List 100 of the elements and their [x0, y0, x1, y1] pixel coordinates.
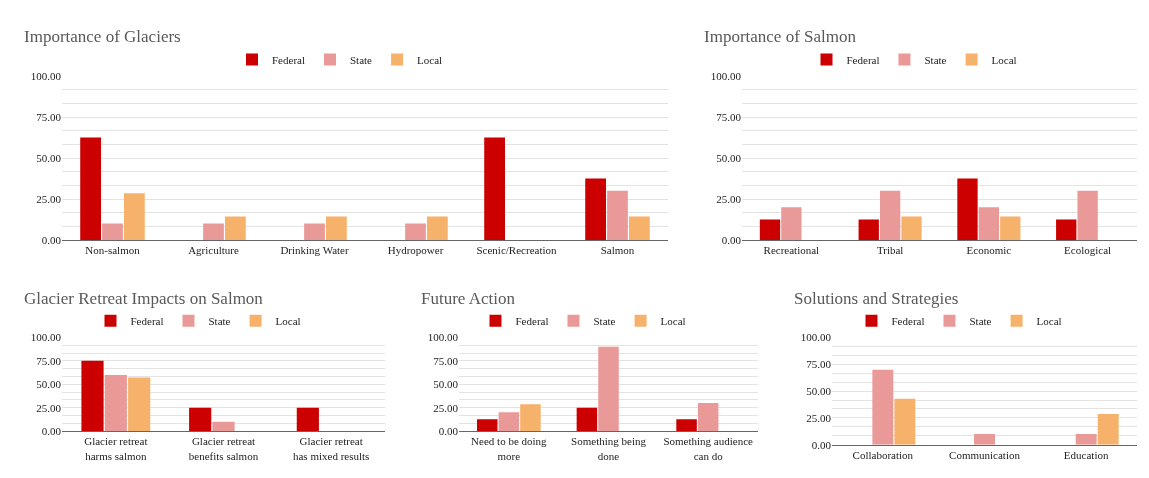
bar — [974, 433, 995, 445]
bar — [759, 219, 781, 240]
bar — [978, 207, 1000, 240]
legend-label: Local — [660, 315, 686, 328]
bar — [296, 407, 319, 432]
bar — [879, 190, 901, 240]
chart-title: Importance of Glaciers — [24, 27, 181, 46]
bar — [476, 419, 498, 432]
x-tick-label: Economic — [966, 244, 1012, 257]
y-tick-label: 25.00 — [433, 401, 459, 414]
bar — [498, 412, 520, 432]
legend-label: Federal — [846, 53, 880, 66]
bar — [102, 223, 123, 240]
bar — [1077, 190, 1098, 240]
y-tick-label: 75.00 — [806, 358, 832, 371]
x-tick-label: Scenic/Recreation — [476, 244, 557, 257]
y-tick-label: 50.00 — [36, 151, 62, 164]
chart-title: Glacier Retreat Impacts on Salmon — [24, 289, 264, 308]
bar — [189, 407, 212, 432]
bar — [781, 207, 802, 240]
y-tick-label: 50.00 — [36, 378, 62, 391]
y-tick-label: 100.00 — [800, 331, 832, 344]
bar — [520, 404, 541, 432]
y-tick-label: 25.00 — [36, 192, 62, 205]
y-tick-label: 100.00 — [30, 331, 62, 344]
bar — [123, 193, 145, 240]
bar — [872, 369, 894, 445]
x-tick-label: Recreational — [763, 244, 820, 257]
x-tick-label: Salmon — [600, 244, 635, 257]
y-tick-label: 50.00 — [716, 151, 742, 164]
chart-title: Future Action — [421, 289, 516, 308]
legend-label: State — [924, 53, 947, 66]
bar — [224, 216, 246, 240]
legend-label: Federal — [891, 315, 925, 328]
y-tick-label: 25.00 — [716, 192, 742, 205]
x-tick-label: Need to be doing more — [471, 435, 548, 462]
legend-label: State — [969, 315, 992, 328]
y-tick-label: 75.00 — [433, 354, 459, 367]
y-tick-label: 75.00 — [36, 110, 62, 123]
bar — [212, 421, 235, 432]
legend-label: Local — [1036, 315, 1062, 328]
y-tick-label: 0.00 — [721, 233, 742, 246]
y-tick-label: 50.00 — [433, 378, 459, 391]
bar — [80, 137, 102, 240]
y-tick-label: 0.00 — [438, 424, 459, 437]
x-tick-label: Education — [1063, 448, 1109, 461]
x-tick-label: Glacier retreat has mixed results — [292, 435, 370, 462]
bar — [607, 190, 628, 240]
legend-label: State — [593, 315, 616, 328]
x-tick-label: Communication — [949, 448, 1021, 461]
bar — [901, 216, 922, 240]
y-tick-label: 75.00 — [36, 354, 62, 367]
y-tick-label: 75.00 — [716, 110, 742, 123]
bar — [304, 223, 325, 240]
x-tick-label: Collaboration — [852, 448, 914, 461]
y-tick-label: 100.00 — [427, 331, 459, 344]
x-tick-label: Glacier retreat benefits salmon — [188, 435, 259, 462]
x-tick-label: Drinking Water — [280, 244, 349, 257]
bar — [585, 178, 607, 240]
bar — [426, 216, 448, 240]
bar — [128, 377, 151, 432]
y-tick-label: 100.00 — [710, 70, 742, 83]
chart-title: Importance of Salmon — [704, 27, 857, 46]
y-tick-label: 0.00 — [41, 233, 62, 246]
y-tick-label: 50.00 — [806, 384, 832, 397]
bar — [325, 216, 347, 240]
bar — [576, 407, 598, 432]
bar — [628, 216, 650, 240]
bar — [1056, 219, 1077, 240]
legend-label: Federal — [272, 53, 305, 66]
legend-label: Local — [275, 315, 301, 328]
bar — [894, 398, 916, 445]
x-tick-label: Something being done — [571, 435, 647, 462]
y-tick-label: 100.00 — [30, 70, 62, 83]
x-tick-label: Glacier retreat harms salmon — [84, 435, 148, 462]
legend-label: State — [349, 53, 373, 66]
legend-label: Federal — [515, 315, 549, 328]
legend-label: Local — [991, 53, 1017, 66]
bar — [858, 219, 879, 240]
bar — [81, 360, 104, 432]
bar — [203, 223, 224, 240]
bar — [104, 374, 127, 432]
x-tick-label: Agriculture — [188, 244, 239, 257]
chart-title: Solutions and Strategies — [794, 289, 959, 308]
bar — [598, 346, 619, 432]
x-tick-label: Tribal — [876, 244, 904, 257]
y-tick-label: 25.00 — [36, 401, 62, 414]
y-tick-label: 0.00 — [41, 424, 62, 437]
bar — [1097, 414, 1119, 445]
bar — [1000, 216, 1021, 240]
y-tick-label: 25.00 — [806, 411, 832, 424]
x-tick-label: Ecological — [1064, 244, 1112, 257]
bar — [405, 223, 426, 240]
legend-label: Local — [417, 53, 443, 66]
bar — [484, 137, 506, 240]
x-tick-label: Something audience can do — [663, 435, 754, 462]
x-tick-label: Non-salmon — [85, 244, 141, 257]
bar — [697, 402, 719, 432]
bar — [1075, 433, 1097, 445]
bar — [676, 419, 697, 432]
